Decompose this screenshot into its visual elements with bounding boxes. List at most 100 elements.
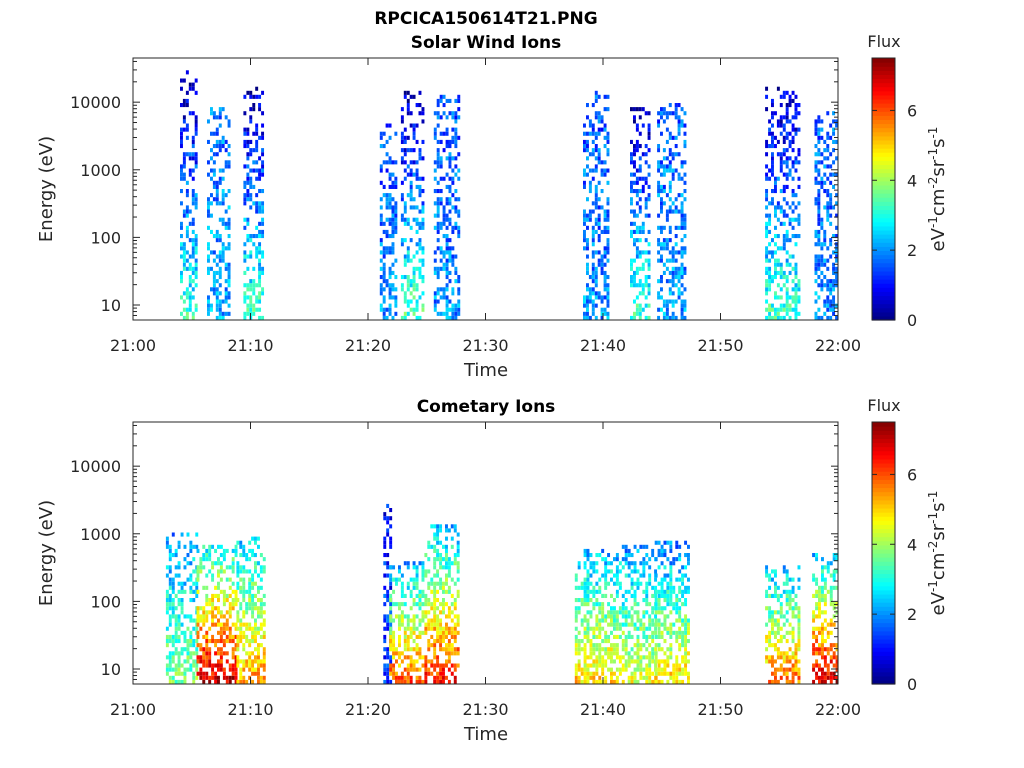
heatmap-cell [645, 663, 649, 668]
heatmap-cell [779, 262, 783, 267]
colorbar-swatch [872, 139, 895, 145]
colorbar-swatch [872, 135, 895, 141]
heatmap-cell [603, 127, 607, 132]
heatmap-cell [445, 234, 449, 239]
heatmap-cell [639, 663, 643, 668]
heatmap-cell [768, 634, 772, 639]
heatmap-cell [447, 679, 451, 684]
heatmap-cell [165, 663, 169, 668]
heatmap-cell [663, 663, 667, 668]
heatmap-cell [248, 622, 252, 627]
heatmap-cell [436, 573, 440, 578]
heatmap-cell [245, 622, 249, 627]
heatmap-cell [185, 258, 189, 263]
heatmap-cell [636, 663, 640, 668]
heatmap-cell [633, 221, 636, 226]
heatmap-cell [191, 135, 195, 140]
heatmap-cell [457, 209, 461, 214]
heatmap-cell [794, 115, 798, 120]
heatmap-cell [660, 671, 664, 676]
heatmap-cell [638, 115, 642, 120]
heatmap-cell [451, 193, 455, 198]
heatmap-cell [456, 561, 460, 566]
heatmap-cell [627, 573, 631, 578]
heatmap-cell [448, 184, 452, 189]
heatmap-cell [785, 275, 789, 280]
heatmap-cell [210, 131, 213, 136]
heatmap-cell [168, 598, 172, 603]
heatmap-cell [246, 217, 250, 222]
heatmap-cell [594, 295, 598, 300]
heatmap-cell [630, 606, 634, 611]
heatmap-cell [208, 569, 212, 574]
heatmap-cell [829, 201, 833, 206]
heatmap-cell [385, 250, 389, 255]
heatmap-cell [183, 557, 187, 562]
heatmap-cell [177, 655, 181, 660]
heatmap-cell [227, 152, 231, 157]
heatmap-cell [817, 127, 821, 132]
heatmap-cell [168, 667, 172, 672]
heatmap-cell [448, 221, 452, 226]
heatmap-cell [391, 205, 395, 210]
heatmap-cell [442, 675, 445, 680]
heatmap-cell [165, 589, 169, 594]
heatmap-cell [684, 614, 688, 619]
heatmap-cell [627, 622, 631, 627]
heatmap-cell [196, 569, 200, 574]
heatmap-cell [672, 622, 676, 627]
heatmap-cell [826, 266, 830, 271]
heatmap-cell [382, 193, 386, 198]
heatmap-cell [601, 647, 605, 652]
heatmap-cell [586, 217, 589, 222]
heatmap-cell [261, 90, 265, 95]
heatmap-cell [812, 630, 816, 635]
heatmap-cell [660, 585, 664, 590]
heatmap-cell [251, 651, 255, 656]
heatmap-cell [630, 577, 634, 582]
heatmap-cell [674, 275, 678, 280]
heatmap-cell [409, 626, 413, 631]
heatmap-cell [257, 626, 260, 631]
heatmap-cell [394, 201, 398, 206]
heatmap-cell [832, 295, 836, 300]
heatmap-cell [668, 189, 672, 194]
colorbar-swatch [872, 573, 895, 579]
heatmap-cell [660, 164, 663, 169]
heatmap-cell [189, 655, 193, 660]
heatmap-cell [642, 630, 646, 635]
heatmap-cell [445, 581, 448, 586]
heatmap-cell [439, 225, 443, 230]
heatmap-cell [383, 561, 387, 566]
heatmap-cell [248, 675, 252, 680]
heatmap-cell [207, 160, 210, 165]
heatmap-cell [183, 659, 187, 664]
heatmap-cell [389, 667, 393, 672]
heatmap-cell [194, 242, 198, 247]
heatmap-cell [647, 172, 651, 177]
heatmap-cell [258, 275, 262, 280]
heatmap-cell [583, 630, 587, 635]
heatmap-cell [669, 544, 673, 549]
heatmap-cell [421, 618, 425, 623]
heatmap-cell [412, 598, 416, 603]
colorbar-swatch [872, 585, 895, 591]
heatmap-cell [191, 246, 195, 251]
heatmap-cell [183, 614, 187, 619]
heatmap-cell [594, 250, 598, 255]
heatmap-cell [433, 127, 437, 132]
heatmap-cell [439, 221, 443, 226]
heatmap-cell [820, 283, 824, 288]
heatmap-cell [403, 201, 407, 206]
heatmap-cell [386, 553, 390, 558]
heatmap-cell [774, 569, 777, 574]
heatmap-cell [199, 614, 203, 619]
heatmap-cell [594, 229, 598, 234]
heatmap-cell [835, 275, 839, 280]
heatmap-cell [257, 536, 260, 541]
heatmap-cell [687, 659, 690, 664]
heatmap-cell [165, 593, 169, 598]
colorbar-swatch [872, 651, 895, 656]
heatmap-cell [832, 270, 836, 275]
